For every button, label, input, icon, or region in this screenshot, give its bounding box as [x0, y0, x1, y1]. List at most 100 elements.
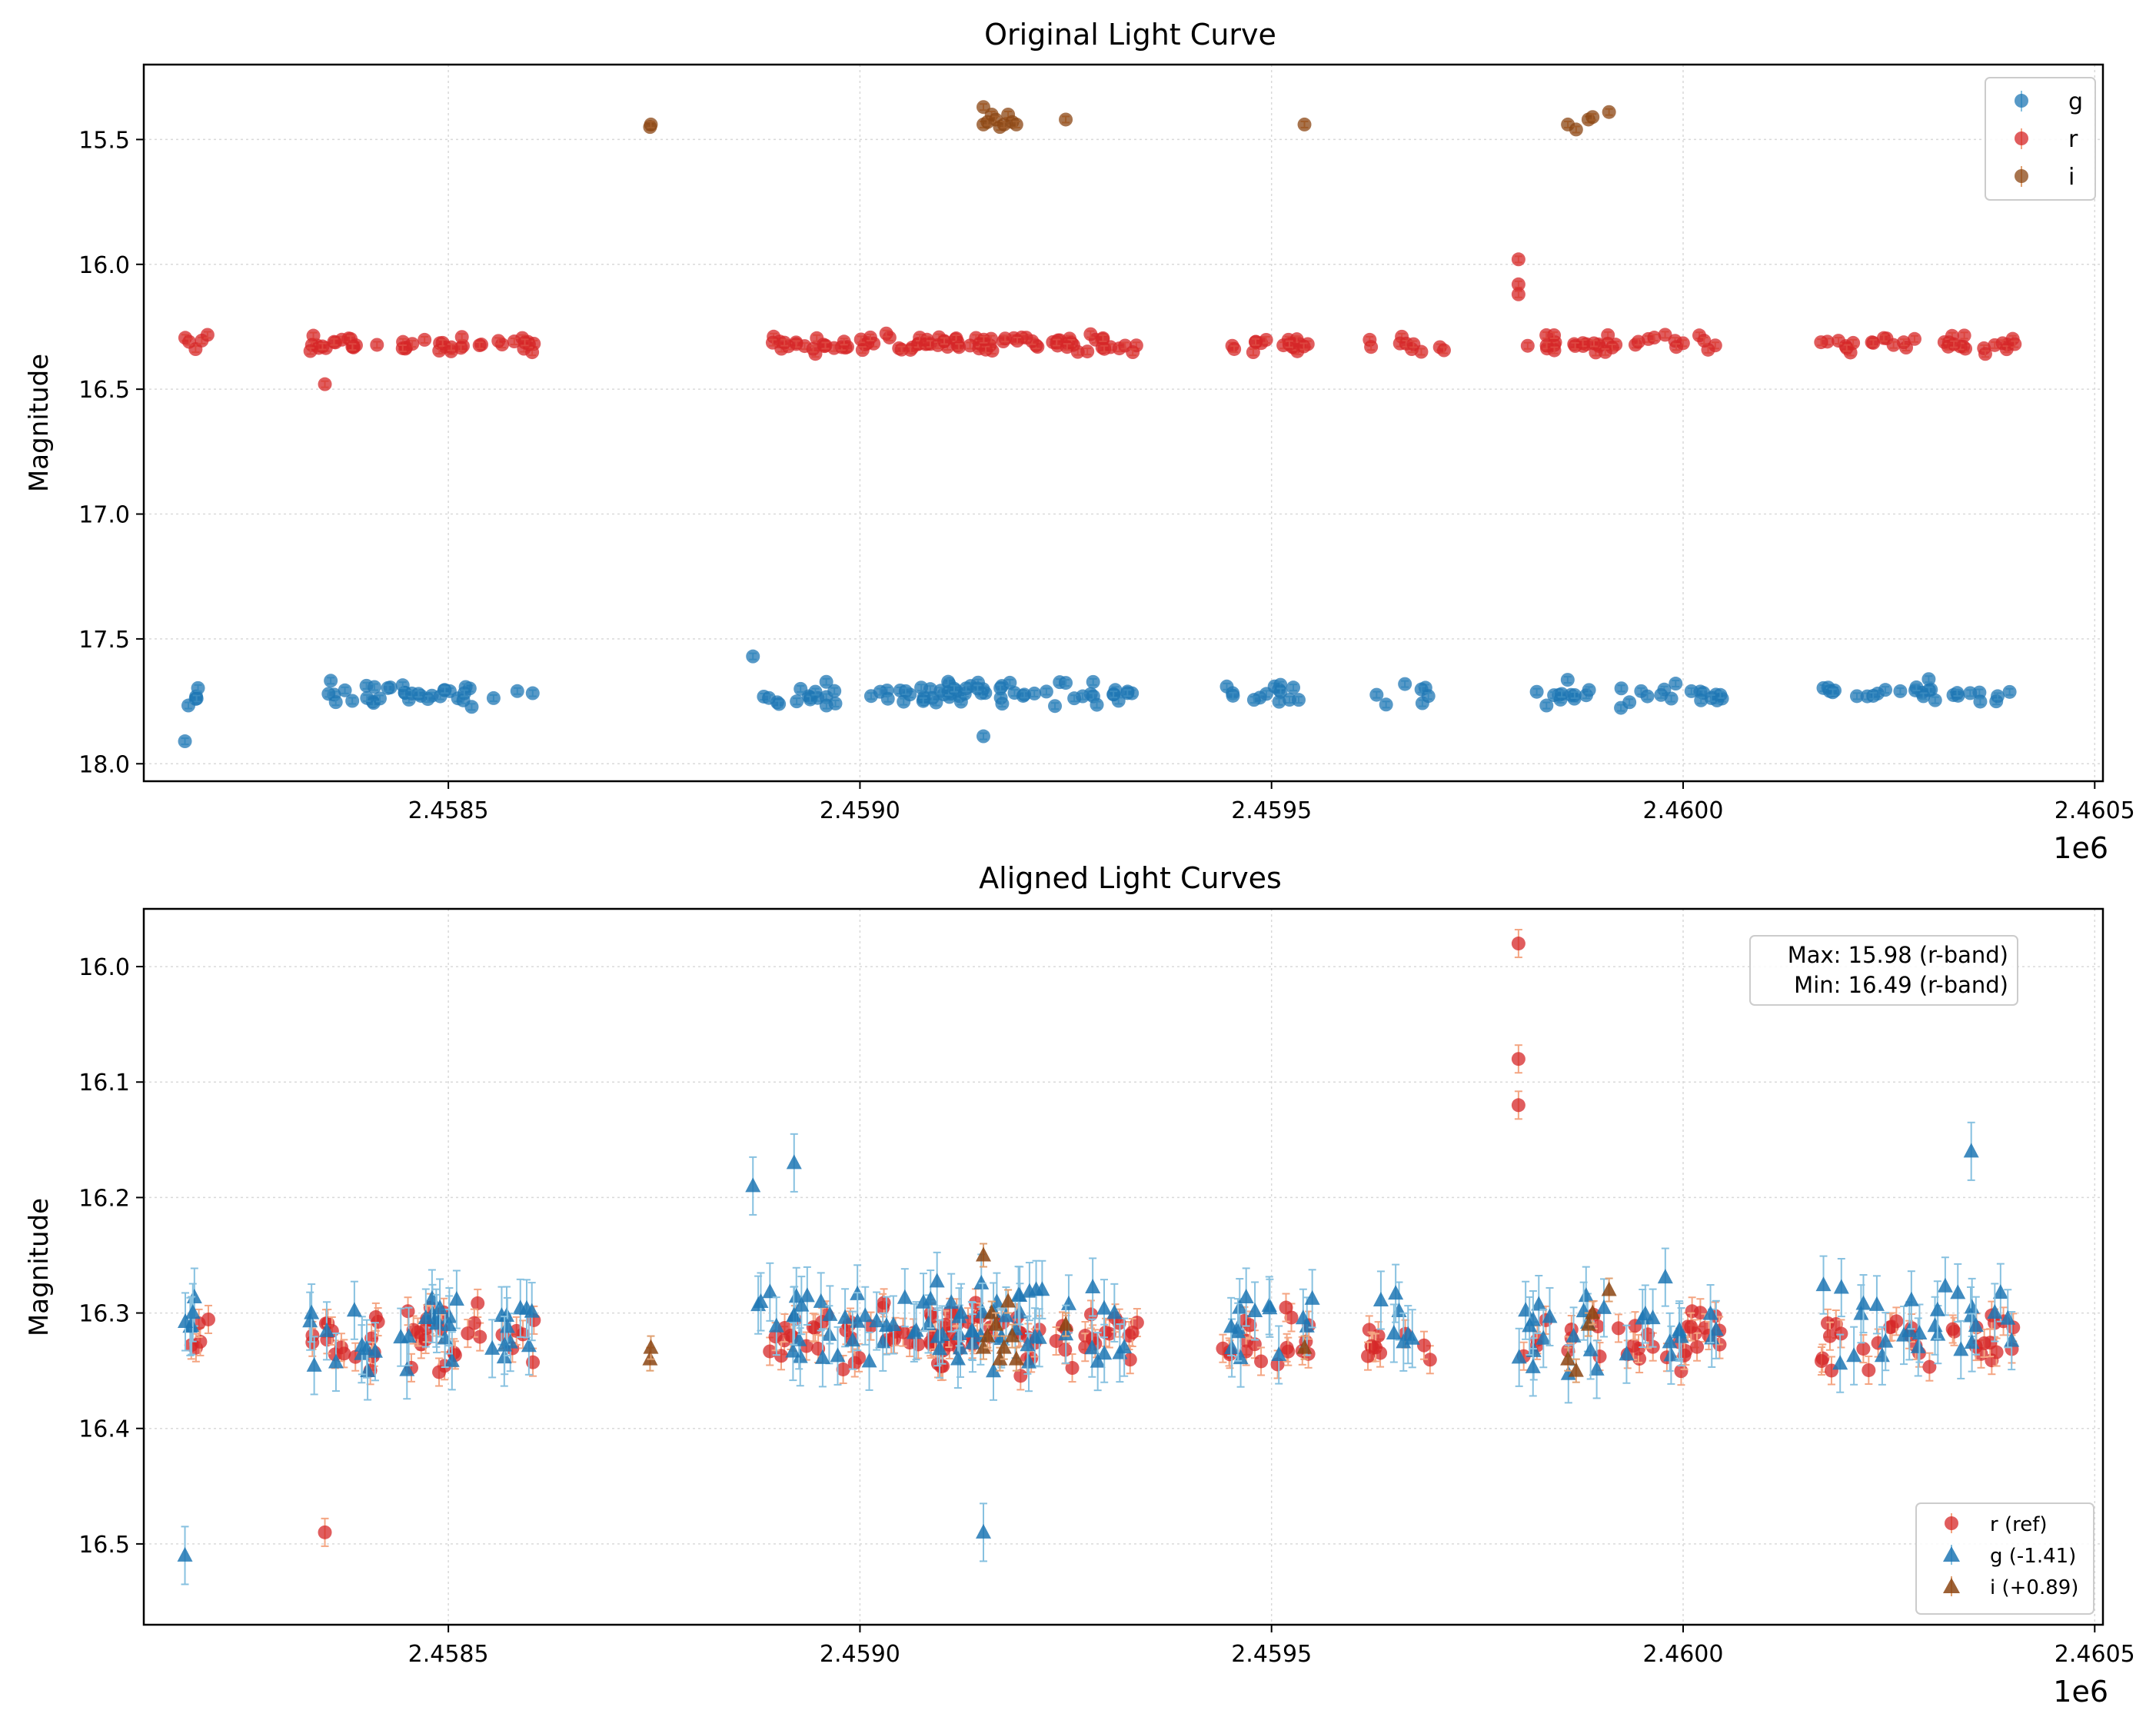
- r-point: [1013, 1369, 1028, 1383]
- r-point: [1822, 1329, 1837, 1343]
- r-point: [1978, 347, 1992, 361]
- g-point: [1963, 686, 1978, 700]
- i-point: [1601, 1281, 1617, 1296]
- g-point: [785, 1343, 801, 1358]
- r-point: [473, 1329, 487, 1344]
- g-point: [1116, 1339, 1133, 1354]
- r-point: [1083, 1307, 1098, 1322]
- g-point: [372, 691, 387, 706]
- g-point: [510, 684, 524, 698]
- r-point: [1511, 1052, 1526, 1066]
- g-point: [1878, 1333, 1894, 1348]
- g-point: [1708, 1321, 1724, 1336]
- g-point: [1855, 1295, 1872, 1310]
- r-point: [1586, 336, 1601, 351]
- r-point: [368, 1309, 383, 1324]
- i-point: [1058, 1316, 1074, 1331]
- x-tick-label: 2.4585: [408, 1641, 489, 1668]
- g-point: [828, 696, 843, 710]
- x-tick-label: 2.4595: [1231, 1641, 1312, 1668]
- i-point: [1059, 112, 1073, 127]
- y-tick-label: 16.2: [78, 1185, 130, 1212]
- y-axis-label: Magnitude: [24, 1198, 55, 1336]
- r-point: [2008, 337, 2022, 351]
- r-point: [318, 1525, 332, 1539]
- g-point: [367, 680, 381, 694]
- g-point: [1929, 1301, 1945, 1316]
- x-tick-label: 2.4590: [820, 1641, 900, 1668]
- g-point: [791, 1331, 807, 1346]
- r-point: [418, 332, 432, 347]
- r-point: [1511, 252, 1526, 267]
- i-point: [1585, 110, 1600, 125]
- g-point: [1973, 694, 1988, 709]
- r-point: [1049, 1334, 1063, 1349]
- g-point: [1271, 1346, 1287, 1362]
- r-point: [765, 335, 780, 350]
- i-point: [992, 1350, 1008, 1366]
- r-point: [454, 330, 469, 344]
- plot-frame: [142, 63, 2104, 783]
- i-point: [1585, 1304, 1601, 1319]
- g-point: [1832, 1355, 1848, 1370]
- g-point: [1020, 1353, 1036, 1369]
- r-point: [1282, 337, 1296, 351]
- g-point: [837, 1309, 853, 1324]
- g-point: [185, 1304, 201, 1319]
- g-point: [850, 1313, 866, 1328]
- g-point: [1903, 1291, 1919, 1306]
- r-point: [877, 1296, 891, 1310]
- r-point: [952, 340, 967, 354]
- r-point: [1889, 1314, 1904, 1329]
- g-point: [1511, 1349, 1527, 1364]
- i-point: [1560, 1350, 1576, 1366]
- g-point: [324, 674, 338, 688]
- legend-marker-r: [2015, 131, 2028, 145]
- g-point: [1950, 1284, 1966, 1299]
- g-point: [1963, 1143, 1979, 1158]
- g-point: [360, 690, 374, 705]
- g-point: [438, 683, 452, 697]
- g-point: [792, 1348, 808, 1363]
- g-point: [768, 1317, 784, 1333]
- i-point: [977, 100, 990, 115]
- g-point: [1992, 1284, 2008, 1299]
- x-tick-label: 2.4590: [820, 797, 900, 824]
- g-point: [929, 1273, 945, 1288]
- i-point: [644, 117, 658, 131]
- x-tick-label: 2.4600: [1643, 1641, 1724, 1668]
- g-point: [1654, 687, 1669, 702]
- g-point: [794, 681, 808, 696]
- legend-entry-i-offset: i (+0.89): [1943, 1576, 2078, 1599]
- legend-label-g: g (-1.41): [1990, 1545, 2076, 1568]
- r-point: [1361, 1349, 1376, 1363]
- g-point: [920, 1315, 937, 1330]
- g-point: [328, 695, 343, 710]
- g-point: [1953, 1341, 1969, 1356]
- r-point: [491, 334, 506, 348]
- legend-entry-g: g: [2015, 88, 2083, 115]
- i-point: [1297, 117, 1312, 131]
- r-point: [432, 1365, 447, 1379]
- r-point: [1876, 331, 1891, 345]
- g-point: [943, 1294, 960, 1309]
- r-point: [777, 335, 792, 350]
- g-point: [932, 1340, 948, 1356]
- g-point: [762, 690, 777, 705]
- r-point: [977, 332, 991, 347]
- g-point: [1372, 1291, 1389, 1306]
- g-point: [1560, 673, 1575, 687]
- g-point: [830, 1347, 846, 1363]
- r-point: [1697, 333, 1712, 348]
- g-point: [1084, 1339, 1100, 1355]
- legend-marker-i: [1943, 1578, 1960, 1593]
- y-tick-label: 15.5: [78, 127, 130, 154]
- g-point: [1950, 686, 1965, 700]
- g-point: [844, 1332, 860, 1347]
- r-point: [1096, 331, 1110, 345]
- i-point: [1008, 1350, 1024, 1366]
- legend: g r i: [1985, 77, 2096, 201]
- r-point: [471, 1296, 485, 1310]
- g-point: [790, 694, 804, 709]
